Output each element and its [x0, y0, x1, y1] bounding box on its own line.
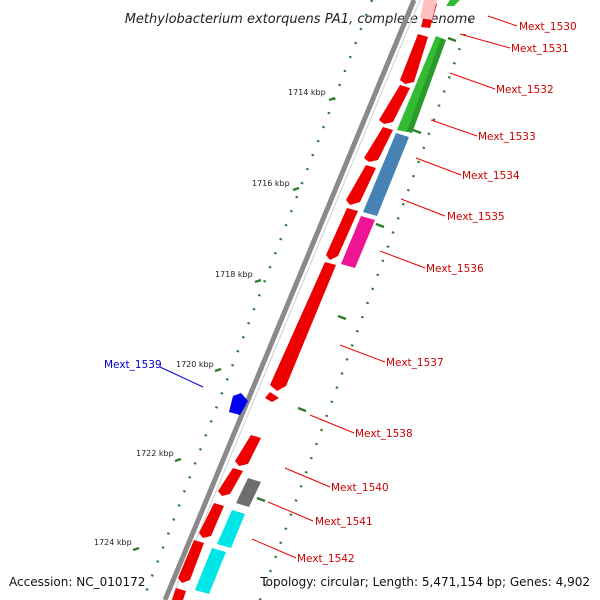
- gene-arrow[interactable]: [178, 540, 204, 583]
- genome-backbone: [162, 0, 421, 600]
- leader-line: [309, 414, 355, 434]
- gene-label[interactable]: Mext_1541: [315, 516, 373, 528]
- tick-mark: [375, 222, 385, 229]
- tick-mark: [297, 406, 307, 413]
- gene-label[interactable]: Mext_1532: [496, 84, 554, 96]
- gene-label[interactable]: Mext_1536: [426, 263, 484, 275]
- gene-arrow[interactable]: [172, 588, 186, 600]
- gene-label[interactable]: Mext_1533: [478, 131, 536, 143]
- gene-label[interactable]: Mext_1537: [386, 357, 444, 369]
- gene-arrow[interactable]: [265, 392, 279, 402]
- leader-line: [379, 250, 426, 269]
- leader-line: [430, 119, 478, 137]
- leader-line: [459, 33, 511, 49]
- tick-mark: [292, 186, 300, 192]
- leader-line: [251, 538, 297, 559]
- tick-mark: [214, 367, 222, 373]
- gene-arrow[interactable]: [364, 127, 393, 162]
- gene-label[interactable]: Mext_1535: [447, 211, 505, 223]
- tick-mark: [447, 36, 457, 43]
- leader-line: [267, 501, 314, 522]
- label-leaders: [159, 15, 518, 559]
- gene-label[interactable]: Mext_1540: [331, 482, 389, 494]
- forward-strand-genes: [172, 0, 437, 600]
- tick-labels: 1714 kbp 1716 kbp 1718 kbp 1720 kbp 1722…: [94, 88, 326, 547]
- tick-label: 1724 kbp: [94, 538, 132, 547]
- leader-line: [487, 15, 518, 27]
- gene-arrow[interactable]: [235, 435, 261, 466]
- gene-arrow[interactable]: [218, 468, 243, 496]
- backbone-highlight: [170, 0, 421, 600]
- gene-arrow[interactable]: [407, 38, 446, 133]
- tick-label: 1720 kbp: [176, 360, 214, 369]
- gene-arrow[interactable]: [195, 548, 226, 594]
- tick-mark: [256, 496, 266, 503]
- inner-tick-marks: [256, 36, 457, 503]
- gene-label[interactable]: Mext_1530: [519, 21, 577, 33]
- tick-label: 1722 kbp: [136, 449, 174, 458]
- tick-label: 1716 kbp: [252, 179, 290, 188]
- backbone-line: [162, 0, 417, 600]
- gene-arrow[interactable]: [217, 510, 245, 548]
- gene-arrow[interactable]: [270, 262, 336, 391]
- tick-mark: [132, 546, 140, 552]
- tick-mark: [254, 278, 262, 284]
- leader-line: [449, 72, 496, 90]
- gene-labels: Mext_1530 Mext_1531 Mext_1532 Mext_1533 …: [104, 21, 577, 565]
- leader-line: [339, 344, 386, 363]
- gene-arrow[interactable]: [379, 85, 410, 124]
- gene-arrow[interactable]: [236, 478, 261, 507]
- leader-line: [159, 366, 204, 388]
- tick-label: 1718 kbp: [215, 270, 253, 279]
- gene-arrow[interactable]: [199, 503, 224, 538]
- leader-line: [400, 198, 446, 217]
- gene-arrow[interactable]: [420, 0, 437, 20]
- accession-text: Accession: NC_010172: [9, 575, 145, 589]
- gene-label[interactable]: Mext_1542: [297, 553, 355, 565]
- gene-arrow[interactable]: [363, 133, 409, 216]
- gene-label[interactable]: Mext_1538: [355, 428, 413, 440]
- gene-arrow[interactable]: [326, 208, 358, 260]
- gene-arrow[interactable]: [446, 0, 460, 6]
- tick-mark: [337, 314, 347, 321]
- gene-arrow[interactable]: [346, 165, 376, 205]
- gene-label[interactable]: Mext_1539: [104, 359, 162, 371]
- leader-line: [415, 157, 462, 176]
- outer-dot-ring: [141, 0, 374, 600]
- gene-arrow[interactable]: [341, 216, 375, 268]
- tick-mark: [174, 457, 182, 463]
- tick-mark: [328, 96, 336, 102]
- colored-genes: [195, 0, 460, 594]
- tick-mark: [412, 128, 422, 135]
- leader-line: [284, 467, 331, 488]
- tick-label: 1714 kbp: [288, 88, 326, 97]
- map-title: Methylobacterium extorquens PA1, complet…: [125, 12, 476, 27]
- reverse-gene-arrow[interactable]: [229, 393, 248, 415]
- gene-label[interactable]: Mext_1534: [462, 170, 520, 182]
- gene-label[interactable]: Mext_1531: [511, 43, 569, 55]
- tick-marks: [132, 96, 336, 552]
- gene-arrow[interactable]: [400, 34, 428, 84]
- topology-text: Topology: circular; Length: 5,471,154 bp…: [259, 575, 590, 589]
